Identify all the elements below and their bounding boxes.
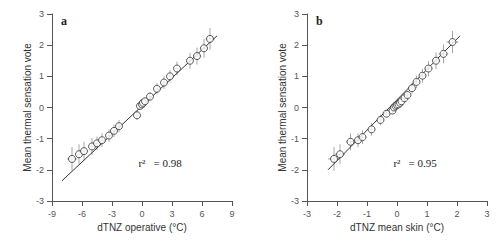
svg-text:-9: -9 <box>48 209 56 219</box>
svg-text:-6: -6 <box>78 209 86 219</box>
svg-text:-1: -1 <box>291 134 299 144</box>
svg-text:-1: -1 <box>36 134 44 144</box>
svg-text:-3: -3 <box>303 209 311 219</box>
svg-text:1: 1 <box>39 71 44 81</box>
svg-text:r² = 0.98: r² = 0.98 <box>138 157 182 169</box>
svg-text:-2: -2 <box>333 209 341 219</box>
svg-text:3: 3 <box>484 209 489 219</box>
svg-text:-3: -3 <box>36 196 44 206</box>
svg-text:3: 3 <box>169 209 174 219</box>
svg-text:1: 1 <box>294 71 299 81</box>
svg-text:2: 2 <box>39 40 44 50</box>
svg-text:0: 0 <box>39 103 44 113</box>
svg-text:b: b <box>316 14 323 28</box>
svg-text:-1: -1 <box>363 209 371 219</box>
svg-text:3: 3 <box>294 9 299 19</box>
svg-text:3: 3 <box>39 9 44 19</box>
svg-text:2: 2 <box>454 209 459 219</box>
svg-text:1: 1 <box>424 209 429 219</box>
svg-text:a: a <box>61 14 67 28</box>
svg-text:r² = 0.95: r² = 0.95 <box>393 157 437 169</box>
svg-text:0: 0 <box>294 103 299 113</box>
svg-text:-2: -2 <box>36 165 44 175</box>
svg-text:-3: -3 <box>291 196 299 206</box>
svg-text:0: 0 <box>394 209 399 219</box>
svg-text:2: 2 <box>294 40 299 50</box>
svg-text:9: 9 <box>229 209 234 219</box>
svg-text:6: 6 <box>199 209 204 219</box>
svg-text:Mean thermal sensation vote: Mean thermal sensation vote <box>277 43 288 172</box>
svg-text:-2: -2 <box>291 165 299 175</box>
svg-text:Mean thermal sensation vote: Mean thermal sensation vote <box>22 43 33 172</box>
svg-text:dTNZ operative (°C): dTNZ operative (°C) <box>97 222 187 233</box>
svg-text:0: 0 <box>139 209 144 219</box>
svg-text:dTNZ mean skin (°C): dTNZ mean skin (°C) <box>350 222 444 233</box>
svg-text:-3: -3 <box>108 209 116 219</box>
